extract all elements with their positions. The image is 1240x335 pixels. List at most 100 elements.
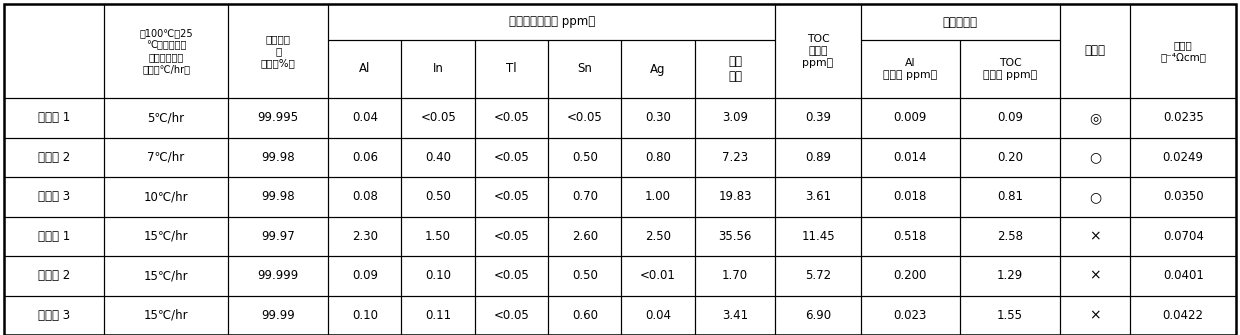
Text: 0.50: 0.50 <box>572 151 598 164</box>
Text: <0.05: <0.05 <box>494 230 529 243</box>
Bar <box>1131 295 1236 335</box>
Text: Tl: Tl <box>506 63 517 75</box>
Bar <box>329 295 402 335</box>
Bar <box>104 4 228 98</box>
Text: 0.04: 0.04 <box>352 111 378 124</box>
Text: 实施例 3: 实施例 3 <box>37 190 69 203</box>
Text: ◎: ◎ <box>1089 111 1101 125</box>
Bar <box>1131 98 1236 137</box>
Bar <box>1060 216 1131 256</box>
Text: <0.05: <0.05 <box>420 111 456 124</box>
Text: 7.23: 7.23 <box>722 151 748 164</box>
Bar <box>861 295 960 335</box>
Text: TOC
（质量 ppm）: TOC （质量 ppm） <box>983 58 1037 80</box>
Bar <box>4 177 104 216</box>
Text: 镀敷性: 镀敷性 <box>1085 45 1106 58</box>
Text: <0.05: <0.05 <box>494 151 529 164</box>
Text: <0.05: <0.05 <box>494 190 529 203</box>
Bar <box>1131 256 1236 295</box>
Bar <box>1060 177 1131 216</box>
Bar <box>402 177 475 216</box>
Text: <0.05: <0.05 <box>567 111 603 124</box>
Text: 3.09: 3.09 <box>722 111 748 124</box>
Bar <box>861 40 960 98</box>
Bar <box>329 216 402 256</box>
Text: 3.41: 3.41 <box>722 309 748 322</box>
Text: 0.018: 0.018 <box>894 190 928 203</box>
Text: 1.50: 1.50 <box>425 230 451 243</box>
Bar <box>104 98 228 137</box>
Bar <box>548 216 621 256</box>
Bar <box>1131 137 1236 177</box>
Text: 从100℃至25
℃的硫酸铜原
料溶液的冷却
速度（℃/hr）: 从100℃至25 ℃的硫酸铜原 料溶液的冷却 速度（℃/hr） <box>139 28 193 74</box>
Text: 0.09: 0.09 <box>997 111 1023 124</box>
Bar <box>621 40 694 98</box>
Text: 0.0401: 0.0401 <box>1163 269 1204 282</box>
Text: 0.200: 0.200 <box>894 269 928 282</box>
Text: 0.0235: 0.0235 <box>1163 111 1204 124</box>
Text: 99.999: 99.999 <box>258 269 299 282</box>
Text: 99.98: 99.98 <box>262 151 295 164</box>
Bar <box>475 98 548 137</box>
Bar <box>861 137 960 177</box>
Bar <box>861 4 1060 40</box>
Text: 0.20: 0.20 <box>997 151 1023 164</box>
Text: <0.01: <0.01 <box>640 269 676 282</box>
Bar <box>694 40 775 98</box>
Bar <box>402 256 475 295</box>
Text: 7℃/hr: 7℃/hr <box>148 151 185 164</box>
Text: 电阻值
（⁻⁴Ωcm）: 电阻值 （⁻⁴Ωcm） <box>1161 40 1207 62</box>
Bar <box>548 40 621 98</box>
Bar <box>1131 4 1236 98</box>
Text: 0.0249: 0.0249 <box>1163 151 1204 164</box>
Text: 6.90: 6.90 <box>805 309 831 322</box>
Bar <box>775 177 861 216</box>
Text: 0.40: 0.40 <box>425 151 451 164</box>
Bar <box>228 137 329 177</box>
Text: 0.70: 0.70 <box>572 190 598 203</box>
Bar <box>960 98 1060 137</box>
Bar <box>960 137 1060 177</box>
Text: 1.29: 1.29 <box>997 269 1023 282</box>
Bar <box>329 177 402 216</box>
Bar <box>228 256 329 295</box>
Text: Al: Al <box>360 63 371 75</box>
Bar <box>775 137 861 177</box>
Bar <box>475 177 548 216</box>
Text: 比较例 2: 比较例 2 <box>37 269 69 282</box>
Bar <box>621 295 694 335</box>
Bar <box>694 177 775 216</box>
Bar <box>4 295 104 335</box>
Text: 1.55: 1.55 <box>997 309 1023 322</box>
Text: ×: × <box>1090 229 1101 243</box>
Text: 实施例 1: 实施例 1 <box>37 111 69 124</box>
Text: ○: ○ <box>1089 190 1101 204</box>
Text: 合计
浓度: 合计 浓度 <box>728 55 742 83</box>
Bar <box>1060 4 1131 98</box>
Bar <box>775 216 861 256</box>
Bar <box>548 256 621 295</box>
Bar <box>694 295 775 335</box>
Text: 0.80: 0.80 <box>645 151 671 164</box>
Bar <box>694 256 775 295</box>
Text: 0.30: 0.30 <box>645 111 671 124</box>
Bar <box>861 177 960 216</box>
Text: 硫酸铜溶液: 硫酸铜溶液 <box>942 15 978 28</box>
Bar <box>228 4 329 98</box>
Text: 比较例 1: 比较例 1 <box>37 230 69 243</box>
Bar <box>548 177 621 216</box>
Text: ×: × <box>1090 308 1101 322</box>
Bar <box>548 295 621 335</box>
Text: 0.06: 0.06 <box>352 151 378 164</box>
Text: 19.83: 19.83 <box>718 190 751 203</box>
Bar <box>861 256 960 295</box>
Bar <box>475 137 548 177</box>
Text: 0.09: 0.09 <box>352 269 378 282</box>
Text: 2.58: 2.58 <box>997 230 1023 243</box>
Bar <box>694 216 775 256</box>
Bar <box>960 256 1060 295</box>
Text: 实施例 2: 实施例 2 <box>37 151 69 164</box>
Bar <box>775 256 861 295</box>
Bar <box>4 216 104 256</box>
Bar <box>1131 177 1236 216</box>
